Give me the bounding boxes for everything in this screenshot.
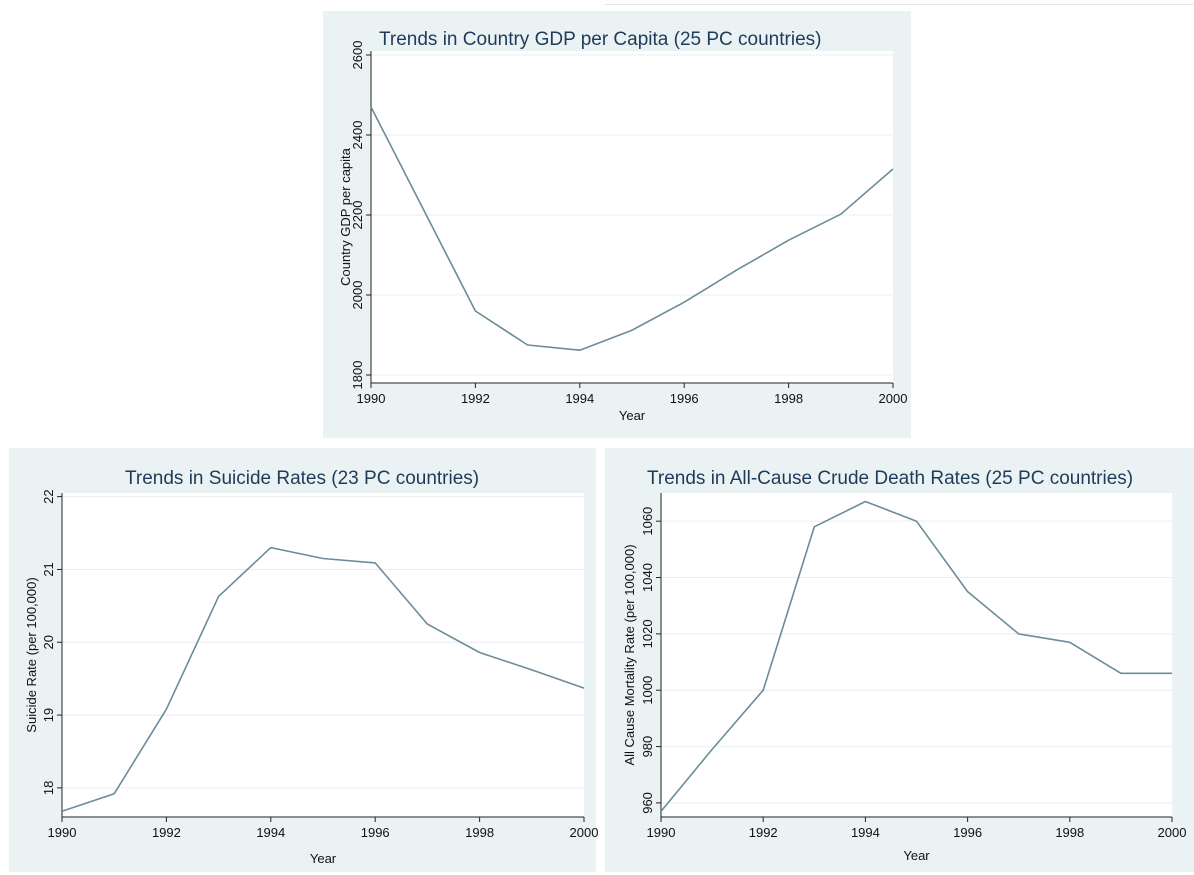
gdp-chart-panel: 1990 1992 1994 1996 1998 2000 1800 2000 2200 2400… [323,11,911,438]
suicide-y-tick-label: 20 [41,635,56,649]
suicide-data-point [61,810,63,812]
mortality-y-tick-label: 1040 [640,563,655,592]
gdp-x-tick-label: 1990 [357,391,386,406]
mortality-series-line [660,500,1172,812]
gdp-x-tick-label: 1994 [565,391,594,406]
suicide-x-tick-label: 2000 [570,825,599,840]
mortality-chart-svg: 1990 1992 1994 1996 1998 2000 960 980 1000 1020 10… [622,468,1187,863]
mortality-x-tick-label: 1996 [953,825,982,840]
suicide-y-tick-label: 19 [41,708,56,722]
suicide-x-axis-label: Year [310,851,337,866]
gdp-y-tick-label: 2600 [350,41,365,70]
suicide-data-point [531,669,533,671]
mortality-data-point [711,748,713,750]
gdp-x-tick-label: 1992 [461,391,490,406]
gdp-data-point [840,213,842,215]
gdp-y-tick-label: 1800 [350,361,365,390]
mortality-y-tick-label: 1000 [640,676,655,705]
suicide-data-point [165,708,167,710]
gdp-series-line [370,106,894,352]
gdp-data-point [370,106,372,108]
suicide-data-point [322,557,324,559]
mortality-x-tick-label: 1990 [647,825,676,840]
mortality-data-point [864,500,866,502]
suicide-y-tick-label: 21 [41,562,56,576]
gdp-y-tick-label: 2400 [350,121,365,150]
suicide-data-point [478,651,480,653]
suicide-series-line [61,546,585,812]
gdp-data-point [579,349,581,351]
mortality-data-point [1069,641,1071,643]
gdp-chart-svg: 1990 1992 1994 1996 1998 2000 1800 2000 2200 2400… [338,29,908,423]
top-divider [605,4,1194,5]
mortality-chart-panel: 1990 1992 1994 1996 1998 2000 960 980 1000 1020 10… [605,448,1194,872]
gdp-x-axis-label: Year [619,408,646,423]
suicide-data-point [217,595,219,597]
mortality-data-point [1171,672,1173,674]
gdp-chart-title: Trends in Country GDP per Capita (25 PC … [379,29,821,50]
gdp-y-axis-label: Country GDP per capita [338,147,353,286]
mortality-x-tick-label: 1992 [749,825,778,840]
mortality-data-point [762,689,764,691]
gdp-plot-area [371,51,893,383]
suicide-x-tick-label: 1994 [256,825,285,840]
mortality-data-point [660,810,662,812]
suicide-x-tick-label: 1990 [48,825,77,840]
suicide-y-tick-label: 18 [41,781,56,795]
mortality-chart-title: Trends in All-Cause Crude Death Rates (2… [647,468,1133,489]
suicide-data-point [426,623,428,625]
mortality-x-tick-label: 1998 [1055,825,1084,840]
gdp-data-point [787,239,789,241]
mortality-y-tick-label: 1060 [640,507,655,536]
suicide-data-point [374,562,376,564]
gdp-x-tick-label: 2000 [879,391,908,406]
mortality-x-tick-label: 2000 [1158,825,1187,840]
suicide-y-tick-label: 22 [41,489,56,503]
mortality-y-tick-label: 960 [640,792,655,814]
mortality-data-point [1120,672,1122,674]
mortality-data-point [966,590,968,592]
mortality-y-tick-label: 1020 [640,619,655,648]
gdp-data-point [892,168,894,170]
mortality-data-point [915,520,917,522]
mortality-y-tick-label: 980 [640,736,655,758]
gdp-y-tick-label: 2200 [350,201,365,230]
suicide-chart-svg: 1990 1992 1994 1996 1998 2000 18 19 20 21 22 Trends… [24,468,599,866]
suicide-plot-area [62,493,584,817]
gdp-x-tick-label: 1998 [774,391,803,406]
mortality-data-point [813,526,815,528]
gdp-data-point [474,310,476,312]
suicide-x-tick-label: 1998 [465,825,494,840]
mortality-data-point [1018,633,1020,635]
suicide-chart-title: Trends in Suicide Rates (23 PC countries… [125,468,479,489]
gdp-data-point [526,344,528,346]
suicide-x-tick-label: 1996 [361,825,390,840]
mortality-x-tick-label: 1994 [851,825,880,840]
suicide-data-point [270,546,272,548]
gdp-x-tick-label: 1996 [670,391,699,406]
suicide-data-point [583,687,585,689]
gdp-data-point [735,269,737,271]
mortality-x-axis-label: Year [903,848,930,863]
gdp-y-tick-label: 2000 [350,281,365,310]
gdp-data-point [683,301,685,303]
suicide-y-axis-label: Suicide Rate (per 100,000) [24,577,39,732]
suicide-x-tick-label: 1992 [152,825,181,840]
suicide-chart-panel: 1990 1992 1994 1996 1998 2000 18 19 20 21 22 Trends… [9,448,599,872]
mortality-plot-area [661,493,1172,817]
gdp-data-point [422,208,424,210]
suicide-data-point [113,793,115,795]
gdp-data-point [631,329,633,331]
mortality-y-axis-label: All Cause Mortality Rate (per 100,000) [622,544,637,765]
